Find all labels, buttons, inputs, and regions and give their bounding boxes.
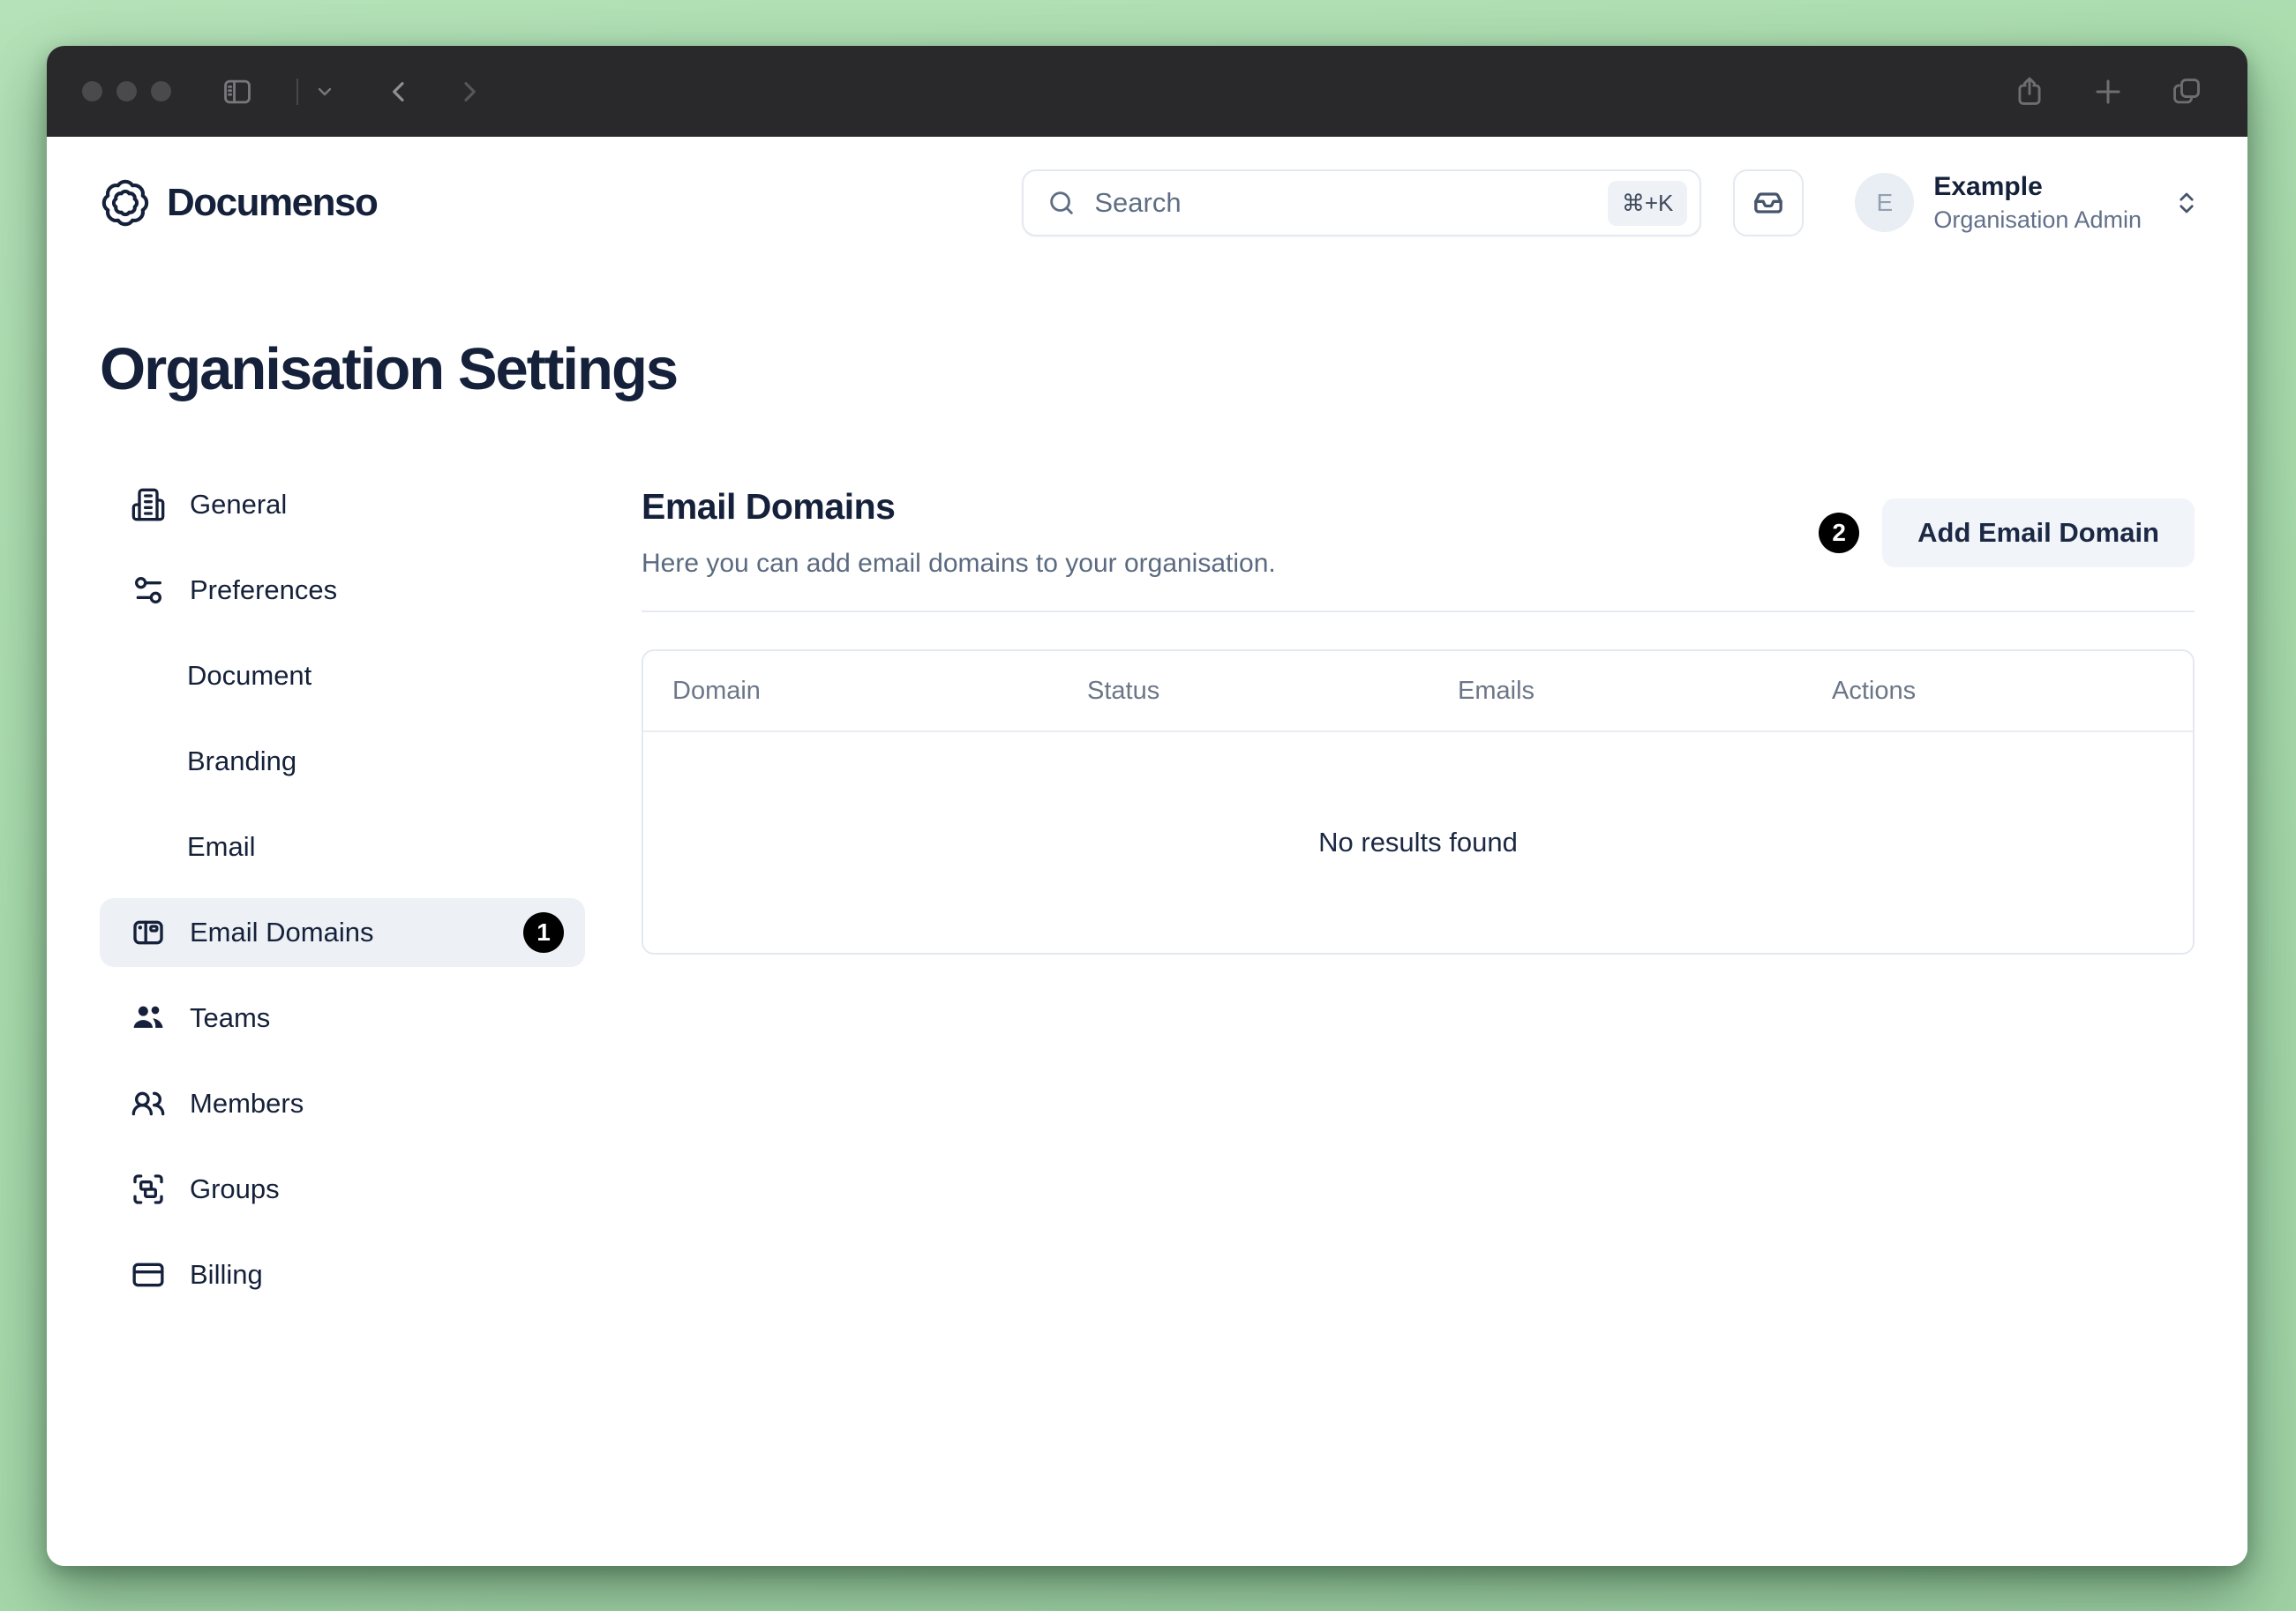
app-content: Documenso Search ⌘+K E bbox=[47, 137, 2247, 1566]
column-header-status: Status bbox=[1087, 676, 1160, 705]
window-titlebar bbox=[47, 46, 2247, 137]
tab-overview-button[interactable] bbox=[2170, 75, 2203, 109]
minimize-button[interactable] bbox=[116, 81, 137, 101]
settings-sidebar: General Preferences Document Branding bbox=[100, 470, 585, 1326]
members-icon bbox=[131, 1091, 165, 1116]
back-icon bbox=[393, 81, 404, 101]
toolbar-left bbox=[221, 75, 506, 109]
groups-icon bbox=[133, 1174, 163, 1204]
chevrons-up-down-icon bbox=[2180, 192, 2194, 214]
inbox-button[interactable] bbox=[1733, 169, 1805, 236]
sidebar-item-billing[interactable]: Billing bbox=[100, 1240, 585, 1309]
forward-button[interactable] bbox=[455, 78, 484, 106]
sidebar-item-preferences[interactable]: Preferences bbox=[100, 556, 585, 625]
section-description: Here you can add email domains to your o… bbox=[642, 549, 1276, 578]
add-email-domain-button[interactable]: Add Email Domain bbox=[1882, 498, 2195, 567]
toolbar-divider bbox=[296, 78, 298, 105]
user-name: Example bbox=[1933, 172, 2043, 202]
forward-icon bbox=[464, 81, 476, 101]
avatar: E bbox=[1855, 173, 1915, 233]
toolbar-right bbox=[2013, 75, 2203, 109]
sidebar-item-label: Teams bbox=[190, 1002, 271, 1033]
table-header-row: Domain Status Emails Actions bbox=[643, 651, 2193, 732]
documenso-badge-icon bbox=[101, 179, 149, 227]
teams-icon bbox=[133, 1006, 163, 1028]
sidebar-item-label: Groups bbox=[190, 1173, 280, 1204]
table-empty-state: No results found bbox=[643, 732, 2193, 953]
zoom-button[interactable] bbox=[151, 81, 171, 101]
sidebar-item-members[interactable]: Members bbox=[100, 1069, 585, 1138]
share-icon bbox=[2018, 77, 2041, 105]
sidebar-item-teams[interactable]: Teams bbox=[100, 984, 585, 1053]
column-header-actions: Actions bbox=[1832, 676, 1917, 705]
sidebar-item-email-domains[interactable]: Email Domains 1 bbox=[100, 898, 585, 967]
settings-content: General Preferences Document Branding bbox=[100, 470, 2195, 1326]
email-domains-panel: Email Domains Here you can add email dom… bbox=[642, 470, 2195, 955]
new-tab-icon bbox=[2096, 79, 2120, 103]
user-role: Organisation Admin bbox=[1933, 206, 2142, 234]
brand[interactable]: Documenso bbox=[100, 177, 379, 229]
browser-window: Documenso Search ⌘+K E bbox=[47, 46, 2247, 1566]
sidebar-item-label: Email bbox=[187, 831, 256, 862]
sliders-icon bbox=[135, 577, 161, 603]
annotation-mark-1: 1 bbox=[523, 912, 564, 953]
billing-icon bbox=[132, 1263, 164, 1287]
search-icon bbox=[1050, 191, 1074, 214]
annotation-mark-2: 2 bbox=[1819, 512, 1860, 553]
email-domains-table: Domain Status Emails Actions No results … bbox=[642, 649, 2195, 955]
app-header: Documenso Search ⌘+K E bbox=[47, 137, 2247, 269]
sidebar-item-document[interactable]: Document bbox=[100, 641, 585, 710]
sidebar-item-label: Preferences bbox=[190, 574, 338, 605]
chevron-down-icon bbox=[318, 87, 332, 95]
close-button[interactable] bbox=[82, 81, 102, 101]
tab-overview-icon bbox=[2173, 78, 2200, 103]
sidebar-item-groups[interactable]: Groups bbox=[100, 1155, 585, 1224]
window-controls bbox=[82, 81, 171, 101]
sidebar-item-branding[interactable]: Branding bbox=[100, 727, 585, 796]
page-title: Organisation Settings bbox=[100, 336, 679, 402]
sidebar-item-general[interactable]: General bbox=[100, 470, 585, 539]
search-placeholder: Search bbox=[1094, 187, 1182, 218]
new-tab-button[interactable] bbox=[2092, 76, 2124, 108]
search-shortcut-badge: ⌘+K bbox=[1607, 180, 1688, 226]
sidebar-item-label: Document bbox=[187, 660, 312, 691]
sidebar-item-label: Billing bbox=[190, 1259, 263, 1290]
sidebar-item-label: Email Domains bbox=[190, 917, 374, 948]
sidebar-item-label: Members bbox=[190, 1088, 304, 1119]
sidebar-item-label: General bbox=[190, 489, 288, 520]
inbox-tray-icon bbox=[1754, 192, 1783, 214]
sidebar-item-email[interactable]: Email bbox=[100, 813, 585, 881]
column-header-emails: Emails bbox=[1458, 676, 1535, 705]
column-header-domain: Domain bbox=[672, 676, 761, 705]
sidebar-toggle-button[interactable] bbox=[221, 75, 254, 109]
share-button[interactable] bbox=[2013, 75, 2046, 109]
building-icon bbox=[131, 488, 165, 521]
back-button[interactable] bbox=[385, 78, 413, 106]
sidebar-item-label: Branding bbox=[187, 746, 297, 776]
user-menu[interactable]: E Example Organisation Admin bbox=[1855, 171, 2200, 234]
sidebar-toggle-icon bbox=[224, 79, 251, 103]
panel-header: Email Domains Here you can add email dom… bbox=[642, 486, 2195, 579]
section-title: Email Domains bbox=[642, 486, 896, 527]
empty-message: No results found bbox=[1318, 827, 1518, 858]
section-divider bbox=[642, 611, 2195, 612]
toolbar-menu-button[interactable] bbox=[314, 81, 335, 102]
search-input[interactable]: Search ⌘+K bbox=[1022, 169, 1702, 236]
email-domain-icon bbox=[133, 920, 163, 945]
brand-name: Documenso bbox=[167, 181, 379, 224]
